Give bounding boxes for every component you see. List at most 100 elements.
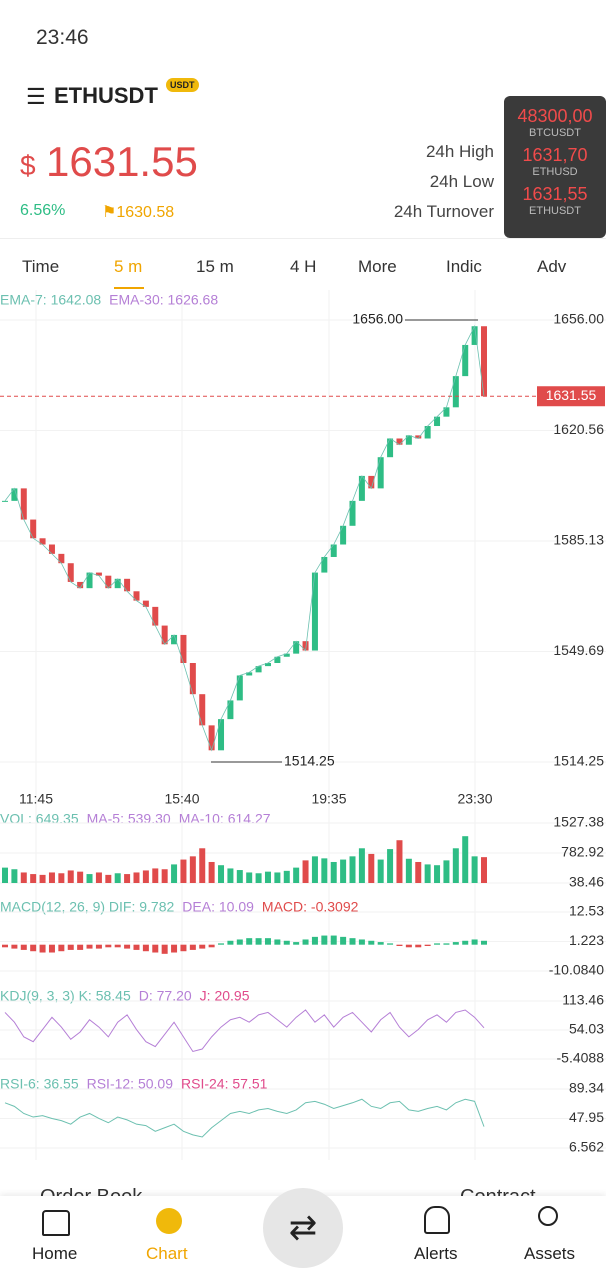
y-tick-label: -10.0840	[549, 962, 604, 978]
stat-label: 24h Turnover	[393, 202, 494, 221]
legend: DEA: 10.09	[182, 899, 254, 915]
legend: MA-5: 539.30	[87, 811, 171, 827]
volume-bar	[283, 870, 290, 883]
macd-bar	[180, 944, 187, 952]
candle	[434, 416, 441, 427]
volume-bar	[227, 868, 234, 883]
nav-chart[interactable]: Chart	[146, 1244, 188, 1263]
macd-bar	[462, 940, 469, 945]
macd-bar	[415, 944, 422, 948]
macd-bar	[133, 944, 140, 950]
y-tick-label: 1514.25	[553, 753, 604, 769]
nav-home[interactable]: Home	[32, 1244, 78, 1263]
tab[interactable]: Time	[22, 257, 60, 276]
volume-bar	[114, 873, 121, 883]
macd-bar	[302, 939, 309, 945]
tab[interactable]: 4 H	[290, 257, 317, 276]
candle	[199, 694, 206, 726]
y-tick-label: 38.46	[569, 874, 604, 890]
overlay-symbol: ETHUSDT	[529, 205, 581, 217]
macd-bar	[471, 939, 478, 945]
y-tick-label: 1620.56	[553, 421, 604, 437]
menu-icon[interactable]: ☰	[26, 84, 46, 109]
nav-assets[interactable]: Assets	[524, 1244, 576, 1263]
candle	[462, 344, 469, 377]
legend: J: 20.95	[200, 988, 250, 1004]
legend: EMA-7: 1642.08	[0, 292, 101, 308]
nav-alerts[interactable]: Alerts	[414, 1244, 458, 1263]
macd-bar	[58, 944, 65, 952]
candle	[161, 625, 168, 645]
currency: $	[20, 150, 36, 181]
current-label: 1631.55	[546, 387, 597, 403]
legend: VOL: 649.35	[0, 811, 79, 827]
legend: D: 77.20	[139, 988, 192, 1004]
candle	[20, 488, 27, 520]
candle	[152, 606, 159, 626]
volume-bar	[349, 856, 356, 883]
volume-bar	[377, 859, 384, 883]
volume-bar	[471, 856, 478, 883]
candle	[481, 326, 487, 397]
volume-bar	[358, 848, 365, 883]
tab[interactable]: Indic	[446, 257, 482, 276]
candle	[142, 600, 149, 607]
legend: EMA-30: 1626.68	[109, 292, 218, 308]
volume-bar	[20, 872, 27, 883]
candle	[387, 438, 394, 458]
candle	[283, 653, 290, 657]
candle	[246, 672, 253, 676]
candle	[471, 326, 478, 345]
volume-bar	[77, 871, 84, 883]
badge: USDT	[166, 78, 199, 92]
volume-bar	[152, 868, 159, 883]
macd-bar	[330, 935, 337, 945]
y-tick-label: 1585.13	[553, 532, 604, 548]
volume-bar	[302, 860, 309, 883]
swap-button[interactable]: ⇄	[263, 1188, 343, 1268]
candle	[180, 634, 187, 663]
macd-bar	[218, 943, 225, 945]
tab[interactable]: 15 m	[196, 257, 234, 276]
tab[interactable]: 5 m	[114, 257, 143, 276]
overlay[interactable]: 48300,00 BTCUSDT 1631,70 ETHUSD 1631,55 …	[504, 96, 606, 238]
close-line	[4, 324, 485, 752]
x-tick-label: 19:35	[311, 791, 346, 807]
candle	[452, 376, 459, 408]
volume-bar	[208, 861, 215, 883]
candle	[330, 544, 337, 557]
candle	[311, 572, 318, 651]
volume-bar	[443, 860, 450, 883]
candle	[86, 572, 93, 589]
candle	[236, 675, 243, 701]
macd-bar	[48, 944, 55, 953]
current-box	[537, 386, 605, 407]
macd-bar	[20, 944, 27, 950]
candle	[218, 719, 225, 751]
volume-bar	[321, 858, 328, 883]
candle	[340, 525, 347, 545]
y-tick-label: 1527.38	[553, 814, 604, 830]
legend: RSI-6: 36.55	[0, 1076, 79, 1092]
macd-bar	[481, 940, 487, 945]
candle	[133, 591, 140, 601]
volume-bar	[67, 870, 74, 883]
overlay-symbol: ETHUSD	[532, 166, 578, 178]
candle	[11, 488, 18, 501]
tab[interactable]: More	[358, 257, 397, 276]
candle	[349, 500, 356, 526]
volume-bar	[218, 865, 225, 883]
volume-bar	[133, 872, 140, 883]
candle	[67, 563, 74, 582]
macd-bar	[11, 944, 18, 949]
y-tick-label: 782.92	[561, 844, 604, 860]
overlay-price: 48300,00	[517, 106, 593, 126]
candle	[95, 572, 102, 576]
overlay-symbol: BTCUSDT	[529, 127, 581, 139]
high-label: 1656.00	[352, 311, 403, 327]
macd-bar	[67, 944, 74, 950]
tab[interactable]: Adv	[537, 257, 567, 276]
volume-bar	[368, 853, 375, 883]
symbol[interactable]: ETHUSDT	[54, 83, 158, 108]
